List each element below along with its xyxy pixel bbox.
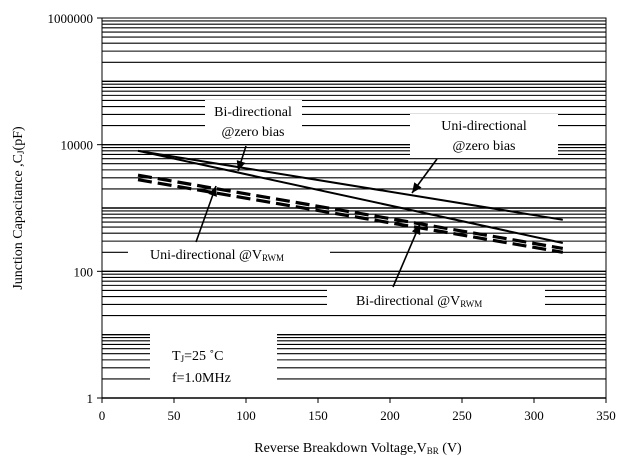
arrow-bi-vrwm-head bbox=[411, 224, 421, 235]
arrow-uni-zero-head bbox=[412, 182, 422, 193]
x-tick-label: 150 bbox=[308, 408, 328, 423]
x-tick-label: 350 bbox=[596, 408, 616, 423]
y-tick-label: 1 bbox=[87, 391, 94, 406]
x-axis-label: Reverse Breakdown Voltage,VBR (V) bbox=[254, 441, 462, 456]
x-tick-label: 0 bbox=[99, 408, 106, 423]
x-axis-label-main: Reverse Breakdown Voltage,V bbox=[254, 441, 427, 456]
series-line-1 bbox=[137, 149, 563, 221]
arrow-bi-vrwm bbox=[392, 223, 421, 288]
annotation-arrows bbox=[195, 145, 438, 288]
annotation-bi-vrwm-sub: RWM bbox=[460, 299, 482, 309]
annotation-uni-zero-line1: Uni-directional bbox=[441, 119, 527, 134]
y-axis-label-main: Junction Capacitance ,C bbox=[11, 154, 26, 290]
annotation-bi-zero-line1: Bi-directional bbox=[214, 105, 292, 120]
x-axis-label-sub: BR bbox=[427, 446, 439, 456]
plot-frame bbox=[101, 17, 607, 399]
annotation-conditions: TJ=25 ˚C f=1.0MHz bbox=[150, 333, 277, 395]
x-tick-label: 250 bbox=[452, 408, 472, 423]
annotation-uni-vrwm-label: Uni-directional @V bbox=[150, 248, 262, 263]
arrow-bi-zero-head bbox=[236, 160, 246, 171]
y-axis-label: Junction Capacitance ,CJ(pF) bbox=[11, 126, 26, 290]
y-axis-label-sub: J bbox=[16, 150, 26, 154]
series-line-2 bbox=[137, 149, 564, 244]
annotation-conditions-tj: TJ=25 ˚C bbox=[172, 349, 223, 364]
annotation-conditions-t: T bbox=[172, 349, 181, 364]
annotation-uni-vrwm-text: Uni-directional @VRWM bbox=[150, 248, 284, 263]
x-tick-label: 200 bbox=[380, 408, 400, 423]
annotation-bi-zero-line2: @zero bias bbox=[221, 125, 284, 140]
annotation-bi-zero: Bi-directional @zero bias bbox=[205, 100, 302, 144]
y-axis-label-unit: (pF) bbox=[11, 126, 26, 150]
annotation-bi-vrwm-text: Bi-directional @VRWM bbox=[356, 294, 482, 309]
annotation-bi-vrwm-label: Bi-directional @V bbox=[356, 294, 460, 309]
arrow-uni-vrwm-head bbox=[208, 186, 217, 197]
x-axis-label-unit: (V) bbox=[439, 441, 462, 456]
annotation-bi-vrwm: Bi-directional @VRWM bbox=[327, 288, 545, 312]
series-line-4 bbox=[137, 178, 564, 254]
annotation-uni-vrwm: Uni-directional @VRWM bbox=[128, 242, 330, 266]
annotation-conditions-sub: J bbox=[181, 354, 185, 364]
annotation-uni-zero: Uni-directional @zero bias bbox=[410, 114, 558, 158]
x-tick-label: 300 bbox=[524, 408, 544, 423]
x-tick-label: 50 bbox=[168, 408, 181, 423]
y-tick-label: 1000000 bbox=[48, 11, 94, 26]
y-tick-label: 10000 bbox=[61, 138, 94, 153]
annotation-uni-zero-line2: @zero bias bbox=[452, 139, 515, 154]
annotation-uni-vrwm-sub: RWM bbox=[262, 253, 284, 263]
y-tick-label: 100 bbox=[74, 264, 94, 279]
x-tick-label: 100 bbox=[236, 408, 256, 423]
series-line-3 bbox=[137, 173, 564, 250]
series-lines bbox=[137, 149, 564, 254]
annotation-conditions-temp: =25 ˚C bbox=[184, 349, 223, 364]
axes: 0 50 100 150 200 250 300 350 1 100 10000 1000000 bbox=[48, 11, 616, 423]
annotation-conditions-freq: f=1.0MHz bbox=[172, 371, 231, 386]
